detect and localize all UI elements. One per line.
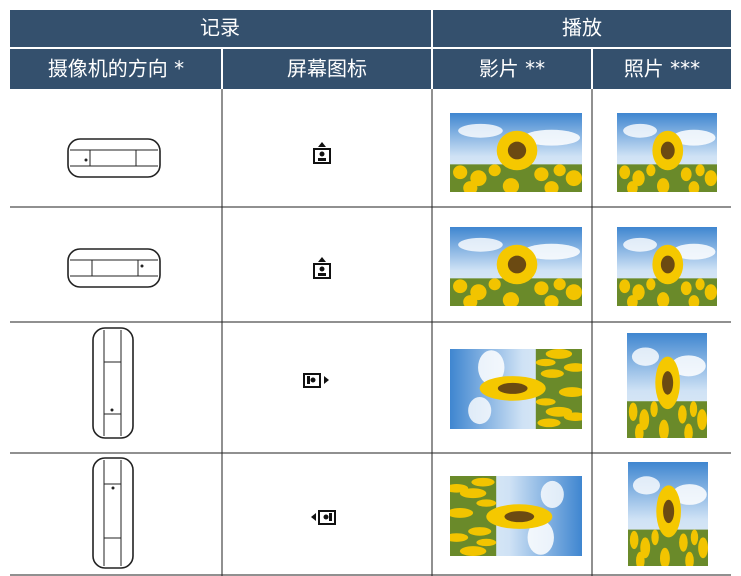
table-grid [10, 89, 731, 576]
movie-image [450, 476, 582, 556]
header-cell [10, 10, 431, 47]
photo-image [617, 113, 717, 192]
photo-image [617, 227, 717, 306]
column-header: 影片 ** [479, 57, 545, 81]
screen-icon [303, 373, 329, 388]
movie-image [450, 349, 582, 429]
photo-image [627, 333, 707, 438]
movie-image [450, 227, 582, 306]
column-header: 屏幕图标 [287, 57, 367, 81]
column-header: 照片 *** [624, 57, 700, 81]
group-header: 记录 [200, 16, 240, 40]
screen-icon [313, 142, 331, 164]
camera-vertical [92, 327, 134, 439]
screen-icon [311, 510, 336, 525]
camera-horizontal-flipped [67, 248, 161, 288]
header-cell [433, 10, 731, 47]
camera-horizontal [67, 138, 161, 178]
header: 记录 播放 摄像机的方向 * 屏幕图标 影片 ** 照片 *** [10, 10, 731, 89]
photo-image [628, 462, 708, 566]
header-cell [223, 49, 431, 89]
header-cell [433, 49, 591, 89]
group-header: 播放 [562, 16, 602, 40]
camera-vertical-flipped [92, 457, 134, 569]
header-cell [593, 49, 731, 89]
screen-icon [313, 257, 331, 279]
column-header: 摄像机的方向 * [48, 57, 184, 81]
header-cell [10, 49, 221, 89]
movie-image [450, 113, 582, 192]
